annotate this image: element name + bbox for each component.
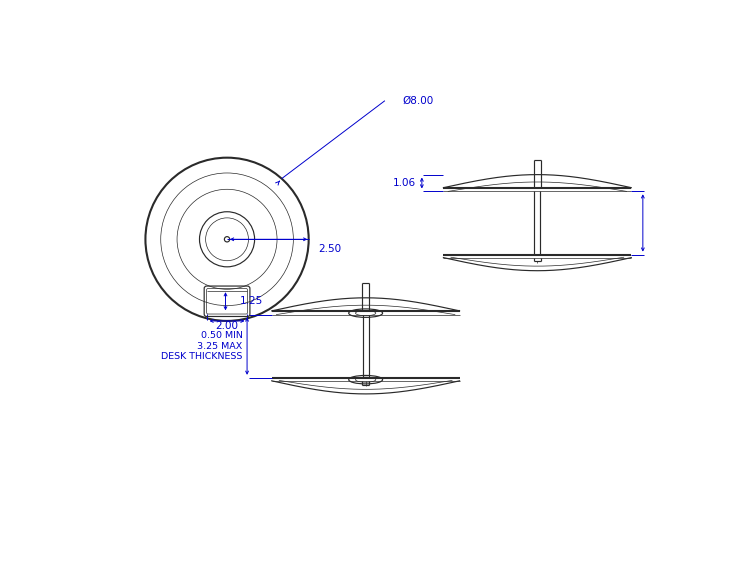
Text: 0.50 MIN
3.25 MAX
DESK THICKNESS: 0.50 MIN 3.25 MAX DESK THICKNESS — [161, 331, 243, 361]
Text: Ø8.00: Ø8.00 — [403, 96, 434, 105]
Text: 1.25: 1.25 — [240, 296, 263, 306]
Text: 2.50: 2.50 — [318, 244, 342, 253]
Text: 1.06: 1.06 — [393, 178, 416, 188]
Text: 2.00: 2.00 — [215, 321, 238, 331]
